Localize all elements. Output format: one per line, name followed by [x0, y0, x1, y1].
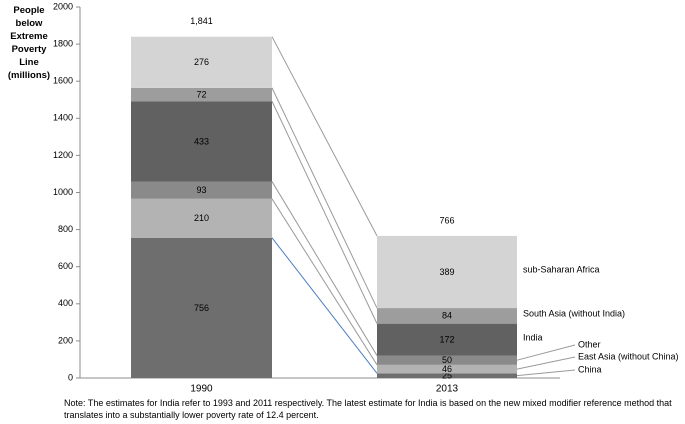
series-label: India	[523, 332, 543, 342]
y-axis-title-line: below	[15, 18, 43, 29]
connector-line	[271, 87, 378, 309]
data-label: 433	[194, 136, 209, 146]
label-leader-line	[516, 369, 576, 377]
y-tick-label: 2000	[53, 1, 73, 11]
series-label: East Asia (without China)	[578, 351, 679, 361]
bar-segment	[377, 364, 517, 374]
bar-segment	[131, 237, 272, 378]
x-tick-label: 1990	[190, 384, 213, 395]
y-tick-label: 400	[58, 298, 73, 308]
bar-segment	[377, 373, 517, 378]
data-label: 210	[194, 213, 209, 223]
data-label: 72	[196, 89, 206, 99]
bar-segment	[131, 87, 272, 102]
y-tick-label: 1200	[53, 150, 73, 160]
data-label: 46	[442, 364, 452, 374]
y-tick-label: 800	[58, 224, 73, 234]
bar-segment	[377, 308, 517, 324]
y-axis-title-line: People	[13, 5, 45, 16]
connector-line	[271, 101, 378, 324]
data-label: 93	[196, 185, 206, 195]
label-leader-line	[516, 344, 576, 361]
bar-segment	[131, 198, 272, 238]
bar-segment	[377, 235, 517, 309]
y-axis-title-line: (millions)	[7, 70, 51, 81]
x-tick-label: 2013	[436, 384, 459, 395]
y-tick-label: 600	[58, 261, 73, 271]
y-tick-label: 1000	[53, 187, 73, 197]
series-label: Other	[578, 339, 601, 349]
data-label: 84	[442, 311, 452, 321]
connector-line	[271, 181, 378, 356]
bar-segment	[377, 355, 517, 365]
connector-line	[271, 237, 378, 374]
y-axis-title-line: Extreme	[10, 31, 48, 42]
connector-line	[271, 198, 378, 366]
bar-segment	[131, 101, 272, 182]
series-label: sub-Saharan Africa	[523, 264, 600, 274]
connector-line	[271, 36, 378, 237]
y-axis-title: People below Extreme Poverty Line (milli…	[2, 4, 56, 82]
data-label: 50	[442, 355, 452, 365]
series-label: South Asia (without India)	[523, 308, 625, 318]
y-tick-label: 200	[58, 335, 73, 345]
y-tick-label: 1600	[53, 76, 73, 86]
data-label: 756	[194, 303, 209, 313]
label-leader-line	[516, 356, 576, 370]
data-label: 276	[194, 57, 209, 67]
total-label: 766	[439, 215, 454, 225]
data-label: 172	[439, 334, 454, 344]
y-axis-title-line: Poverty Line	[11, 44, 47, 68]
bar-segment	[131, 36, 272, 88]
y-tick-label: 1400	[53, 113, 73, 123]
chart-note: Note: The estimates for India refer to 1…	[64, 398, 672, 420]
bar-segment	[131, 181, 272, 199]
bar-segment	[377, 323, 517, 356]
y-tick-label: 0	[68, 372, 73, 382]
y-tick-label: 1800	[53, 38, 73, 48]
series-label: China	[578, 364, 602, 374]
data-label: 389	[439, 267, 454, 277]
total-label: 1,841	[190, 16, 213, 26]
data-label: 25	[442, 371, 452, 381]
